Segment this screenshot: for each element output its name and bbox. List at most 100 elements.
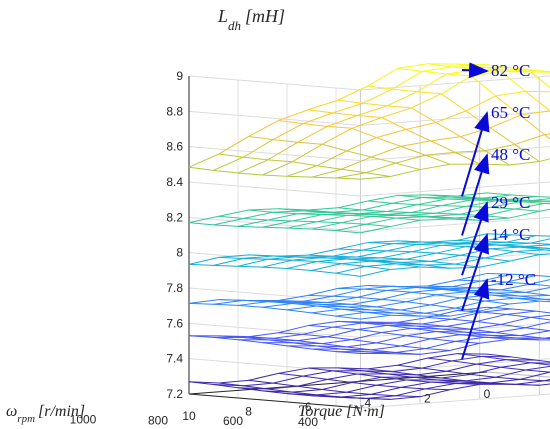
mesh-line [292, 214, 323, 222]
mesh-line [411, 291, 437, 296]
mesh-line [248, 379, 274, 384]
mesh-line [435, 205, 466, 214]
x-tick-label: 8 [245, 405, 252, 419]
mesh-line [188, 153, 220, 168]
mesh-line [367, 194, 398, 202]
surface-4 [188, 233, 550, 277]
mesh-line [332, 112, 358, 117]
mesh-line [419, 389, 451, 398]
mesh-line [535, 310, 550, 314]
mesh-line [302, 295, 333, 302]
z-tick-label: 8.8 [166, 104, 183, 118]
mesh-line [243, 218, 268, 221]
mesh-line [237, 258, 268, 267]
mesh-line [471, 199, 496, 202]
mesh-line [390, 396, 421, 400]
mesh-line [262, 226, 288, 229]
mesh-line [425, 154, 451, 165]
mesh-line [308, 99, 339, 111]
mesh-line [400, 140, 431, 147]
mesh-line [457, 353, 482, 357]
mesh-line [341, 156, 372, 170]
mesh-line [278, 120, 303, 125]
mesh-line [316, 391, 347, 396]
mesh-line [519, 114, 545, 136]
mesh-line [272, 123, 304, 141]
mesh-line [302, 370, 333, 377]
mesh-line [400, 214, 426, 218]
mesh-line [237, 225, 263, 228]
mesh-line [446, 198, 472, 201]
mesh-line [351, 117, 382, 129]
mesh-line [316, 221, 342, 224]
mesh-line [370, 156, 396, 164]
mesh-line [346, 346, 372, 351]
mesh-line [427, 353, 458, 359]
mesh-line [435, 246, 466, 254]
mesh-line [422, 197, 447, 200]
mesh-line [337, 284, 368, 289]
mesh-line [514, 208, 540, 212]
mesh-line [311, 308, 342, 314]
mesh-line [311, 395, 337, 398]
mesh-line [302, 326, 333, 335]
mesh-line [237, 339, 263, 344]
mesh-line [365, 395, 396, 399]
mesh-line [322, 303, 347, 308]
mesh-line [362, 288, 388, 291]
mesh-line [332, 249, 363, 257]
annotation-label: -12 °C [491, 270, 536, 289]
mesh-line [386, 289, 412, 293]
mesh-line [490, 246, 521, 250]
mesh-line [381, 327, 412, 333]
mesh-line [297, 213, 323, 216]
mesh-line [308, 367, 333, 372]
mesh-line [481, 355, 507, 361]
mesh-line [525, 287, 550, 293]
mesh-line [486, 192, 512, 196]
mesh-line [392, 88, 417, 93]
mesh-line [514, 249, 545, 252]
mesh-line [292, 388, 323, 393]
mesh-line [530, 71, 550, 89]
mesh-line [471, 373, 496, 378]
mesh-line [406, 301, 431, 306]
mesh-line [273, 382, 298, 387]
mesh-line [446, 370, 472, 375]
mesh-line [243, 258, 268, 260]
mesh-line [311, 263, 342, 272]
mesh-line [273, 139, 298, 143]
y-axis-label: ωrpm [r/min] [6, 403, 85, 425]
mesh-line [530, 198, 550, 202]
mesh-line [476, 313, 507, 323]
mesh-line [351, 127, 377, 139]
mesh-line [367, 284, 393, 287]
mesh-line [360, 269, 391, 277]
mesh-line [520, 110, 550, 116]
surface-6 [188, 63, 550, 180]
mesh-line [406, 335, 431, 340]
mesh-line [357, 329, 382, 333]
mesh-line [449, 342, 480, 351]
mesh-line [308, 109, 333, 114]
mesh-line [322, 339, 352, 345]
mesh-line [446, 321, 477, 327]
mesh-line [544, 337, 550, 340]
y-tick-label: 1000 [70, 413, 97, 427]
mesh-line [460, 136, 486, 152]
mesh-line [544, 298, 550, 301]
mesh-line [430, 334, 461, 340]
mesh-line [357, 296, 382, 300]
mesh-line [321, 127, 353, 145]
mesh-line [278, 208, 303, 212]
mesh-line [514, 144, 540, 162]
mesh-line [397, 194, 423, 199]
mesh-line [376, 335, 407, 344]
mesh-line [337, 248, 363, 251]
x-axis-label: Torque [N·m] [298, 403, 385, 420]
mesh-line [392, 70, 423, 90]
mesh-line [425, 263, 456, 266]
mesh-line [476, 198, 501, 201]
mesh-line [400, 304, 431, 311]
mesh-line [441, 93, 467, 112]
